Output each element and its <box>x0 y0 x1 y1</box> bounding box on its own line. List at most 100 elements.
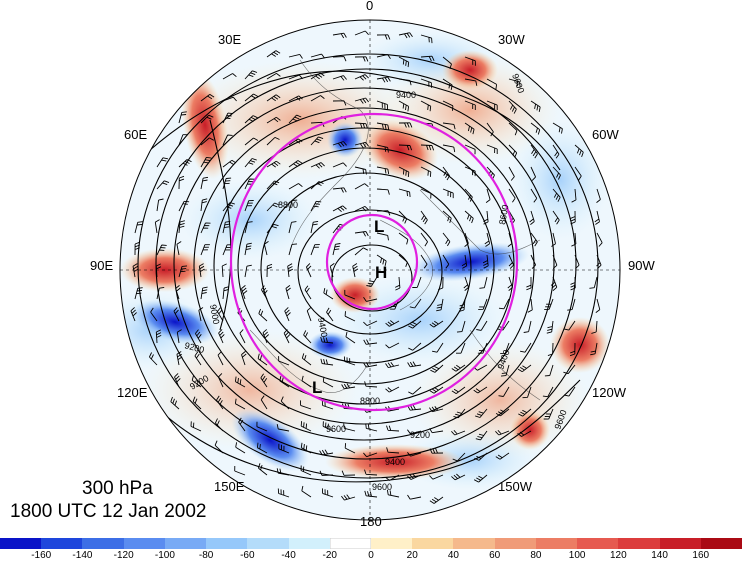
wind-barb <box>574 166 582 181</box>
wind-barb <box>241 351 247 366</box>
wind-barb <box>376 144 389 153</box>
wind-barb <box>376 254 387 266</box>
wind-barb <box>322 421 334 432</box>
wind-barb <box>194 351 202 366</box>
colorbar-swatch <box>82 538 125 549</box>
wind-barb <box>310 200 322 212</box>
wind-barb <box>262 329 270 344</box>
wind-barb <box>420 34 433 44</box>
wind-barb <box>156 157 168 168</box>
wind-barb <box>345 331 356 344</box>
colorbar-tick-label: 20 <box>406 550 418 561</box>
wind-barb <box>170 396 180 410</box>
wind-barb <box>341 494 356 501</box>
wind-barb <box>442 122 456 130</box>
wind-barb <box>407 404 422 411</box>
wind-barb <box>178 111 187 124</box>
wind-barb <box>508 254 515 269</box>
wind-barb <box>464 122 475 135</box>
high-center-label: H <box>375 263 387 282</box>
wind-barb <box>256 421 268 432</box>
colorbar-tick-label: 120 <box>609 550 627 561</box>
contour-label: 9400 <box>385 457 405 467</box>
colorbar-swatch <box>535 538 578 549</box>
colorbar-swatch <box>371 538 413 549</box>
wind-barb <box>279 375 290 388</box>
wind-barb <box>176 329 182 344</box>
wind-barb <box>276 468 290 476</box>
wind-barb <box>398 144 413 151</box>
wind-barb <box>550 276 558 291</box>
wind-barb <box>280 396 290 410</box>
wind-barb <box>463 276 469 291</box>
wind-barb <box>234 465 246 476</box>
lon-label-30w: 30W <box>498 32 525 47</box>
wind-barb <box>420 100 432 112</box>
wind-barb <box>474 452 488 461</box>
wind-barb <box>285 285 291 300</box>
wind-barb <box>459 298 466 312</box>
wind-barb <box>310 181 324 190</box>
wind-barb <box>442 166 450 181</box>
wind-barb <box>552 210 560 225</box>
wind-barb <box>216 395 224 410</box>
wind-barb <box>332 56 347 62</box>
wind-barb <box>594 210 600 225</box>
colorbar-tick-label: 140 <box>651 550 668 561</box>
wind-barb <box>266 73 281 80</box>
wind-barb <box>217 373 224 388</box>
wind-barb <box>595 298 601 313</box>
wind-barb <box>476 320 488 331</box>
wind-barb <box>451 429 466 436</box>
wind-barb <box>221 263 227 278</box>
wind-barb <box>190 421 202 432</box>
wind-barb <box>148 352 158 366</box>
wind-barb <box>238 417 246 432</box>
colorbar-tick-label: 60 <box>489 550 501 561</box>
wind-barb <box>299 400 312 410</box>
wind-barb <box>354 97 369 104</box>
wind-barb <box>257 353 268 366</box>
wind-barb <box>352 263 359 278</box>
wind-barb <box>570 276 576 291</box>
wind-barb <box>442 144 456 153</box>
colorbar-tick-label: -120 <box>113 550 134 561</box>
wind-barb <box>461 254 468 269</box>
wind-barb <box>234 398 246 410</box>
wind-barb <box>217 351 224 366</box>
wind-barb <box>398 188 411 197</box>
wind-barb <box>284 307 291 322</box>
wind-barb <box>530 166 537 181</box>
wind-barb <box>591 320 598 334</box>
wind-barb <box>486 78 498 90</box>
wind-barb <box>486 122 494 137</box>
wind-barb <box>343 356 356 366</box>
wind-barb <box>452 452 466 462</box>
wind-barb <box>258 308 268 322</box>
wind-barb <box>178 265 188 278</box>
colorbar-tick-label: -20 <box>322 550 337 561</box>
wind-barb <box>430 364 444 373</box>
wind-barb <box>464 144 476 155</box>
wind-barb <box>156 198 164 212</box>
colorbar-tick-label: 100 <box>568 550 586 561</box>
wind-barb <box>332 32 347 39</box>
magenta-rings <box>229 112 519 412</box>
wind-barb <box>429 496 444 504</box>
wind-barb <box>300 442 312 454</box>
low-center-label-south: L <box>312 378 322 397</box>
wind-barb <box>546 320 554 334</box>
contour-label: 9400 <box>316 317 329 338</box>
wind-barb <box>483 210 489 225</box>
wind-barb <box>398 166 410 178</box>
wind-barb <box>178 159 192 168</box>
wind-barb <box>176 241 182 256</box>
wind-barb <box>398 32 413 39</box>
wind-barb <box>486 144 498 154</box>
lon-label-120w: 120W <box>592 385 627 400</box>
wind-barb <box>456 320 466 333</box>
wind-barb <box>551 232 556 247</box>
wind-barb <box>322 376 334 388</box>
wind-barb <box>244 264 252 278</box>
wind-barb <box>354 122 368 129</box>
